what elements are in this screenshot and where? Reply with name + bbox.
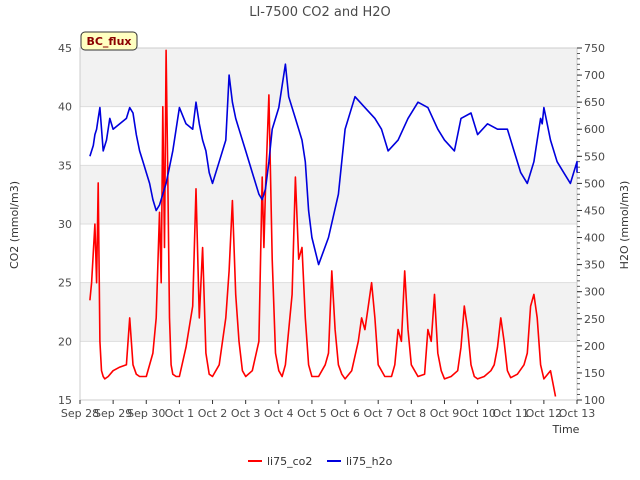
y-tick-label-right: 200 <box>584 340 605 353</box>
legend: li75_co2 li75_h2o <box>248 455 393 468</box>
right-axis: 100 150 200 250 300 350 400 450 500 550 600 650 700 7… <box>577 42 605 407</box>
y-tick-label-right: 100 <box>584 394 605 407</box>
y-tick-label-left: 30 <box>58 218 72 231</box>
x-tick-label: Oct 6 <box>330 407 360 420</box>
background-band <box>80 282 577 342</box>
y-tick-label-left: 15 <box>58 394 72 407</box>
y-tick-label-right: 600 <box>584 123 605 136</box>
badge: BC_flux <box>80 31 138 51</box>
x-tick-label: Oct 4 <box>264 407 294 420</box>
y-tick-label-right: 400 <box>584 232 605 245</box>
y-tick-label-right: 450 <box>584 204 605 217</box>
x-tick-label: Oct 1 <box>165 407 195 420</box>
y-tick-label-left: 35 <box>58 159 72 172</box>
y-tick-label-left: 25 <box>58 277 72 290</box>
x-tick-label: Oct 9 <box>430 407 460 420</box>
y-tick-label-right: 500 <box>584 177 605 190</box>
x-tick-label: Oct 3 <box>231 407 261 420</box>
y-tick-label-left: 40 <box>58 101 72 114</box>
x-tick-label: Oct 5 <box>297 407 327 420</box>
badge-box <box>80 31 138 51</box>
x-tick-label: Sep 28 <box>61 407 99 420</box>
x-tick-label: Oct 10 <box>459 407 496 420</box>
badge-label: BC_flux <box>86 35 131 48</box>
left-axis: 15 20 25 30 35 40 45 <box>58 42 72 407</box>
y-axis-right-title: H2O (mmol/m3) <box>618 181 631 270</box>
background-bands <box>80 48 577 342</box>
y-tick-label-right: 350 <box>584 259 605 272</box>
x-tick-label: Oct 7 <box>363 407 393 420</box>
series-line-li75_co2 <box>89 49 557 397</box>
x-axis-title: Time <box>552 423 580 436</box>
series-layer <box>89 49 578 397</box>
x-tick-label: Oct 11 <box>492 407 529 420</box>
y-tick-label-right: 300 <box>584 286 605 299</box>
plot-frame <box>79 47 578 401</box>
y-tick-label-right: 250 <box>584 313 605 326</box>
legend-label-co2: li75_co2 <box>267 455 312 468</box>
chart-title: LI-7500 CO2 and H2O <box>249 5 391 20</box>
y-tick-label-right: 750 <box>584 42 605 55</box>
background-band <box>80 165 577 224</box>
x-tick-label: Oct 12 <box>526 407 563 420</box>
y-axis-left-title: CO2 (mmol/m3) <box>8 181 21 269</box>
x-tick-label: Oct 13 <box>559 407 596 420</box>
y-tick-label-left: 20 <box>58 335 72 348</box>
x-tick-label: Oct 8 <box>397 407 427 420</box>
y-tick-label-right: 150 <box>584 367 605 380</box>
x-tick-label: Oct 2 <box>198 407 228 420</box>
legend-label-h2o: li75_h2o <box>346 455 393 468</box>
y-tick-label-right: 650 <box>584 96 605 109</box>
y-tick-label-right: 550 <box>584 150 605 163</box>
y-tick-label-right: 700 <box>584 69 605 82</box>
y-tick-label-left: 45 <box>58 42 72 55</box>
x-tick-label: Sep 30 <box>127 407 165 420</box>
x-tick-label: Sep 29 <box>94 407 132 420</box>
series-line-li75_h2o <box>89 63 578 266</box>
background-band <box>80 48 577 107</box>
